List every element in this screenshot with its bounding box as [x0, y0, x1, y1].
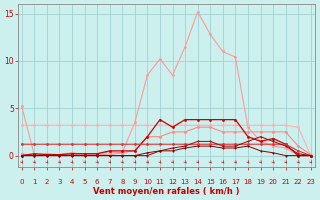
X-axis label: Vent moyen/en rafales ( km/h ): Vent moyen/en rafales ( km/h ): [93, 187, 239, 196]
